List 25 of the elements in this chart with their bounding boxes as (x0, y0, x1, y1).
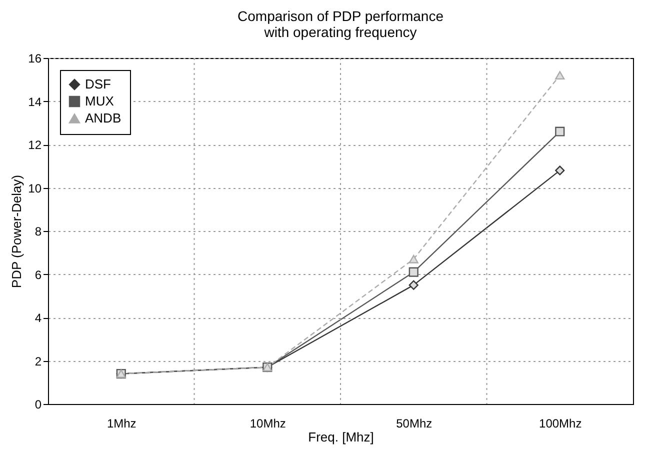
y-tick-label: 6 (34, 268, 42, 282)
legend-label: DSF (85, 76, 112, 92)
point (555, 126, 565, 136)
point (408, 254, 418, 264)
y-tick-label: 0 (34, 398, 42, 412)
y-axis-title: PDP (Power-Delay) (9, 174, 24, 288)
y-tick-label: 4 (34, 311, 42, 325)
point (555, 166, 565, 176)
y-tick-label: 2 (34, 354, 42, 368)
x-axis-title: Freq. [Mhz] (308, 430, 374, 444)
x-tick-label: 10Mhz (250, 416, 286, 430)
chart-title: Comparison of PDP performance with operating frequency (238, 8, 444, 40)
x-tick-label: 1Mhz (106, 416, 136, 430)
legend-label: ANDB (85, 110, 122, 126)
point (408, 280, 418, 290)
point (555, 71, 565, 80)
point (408, 267, 418, 277)
x-tick-label: 50Mhz (396, 416, 432, 430)
y-tick-label: 16 (28, 52, 42, 66)
y-tick-label: 14 (28, 94, 42, 109)
x-tick-label: 100Mhz (539, 416, 582, 430)
y-tick-label: 10 (28, 181, 42, 196)
y-tick-label: 8 (34, 224, 42, 238)
legend-label: MUX (85, 94, 114, 108)
y-tick-label: 12 (28, 138, 42, 152)
